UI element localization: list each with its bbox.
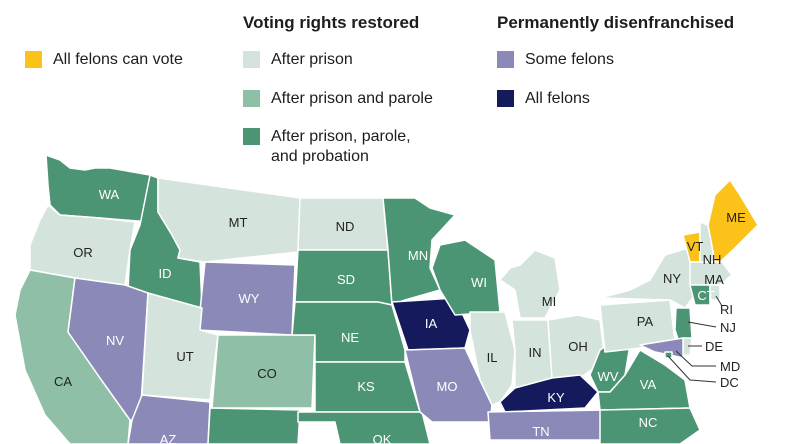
- label-il: IL: [487, 350, 498, 365]
- label-in: IN: [529, 345, 542, 360]
- label-mi: MI: [542, 294, 556, 309]
- label-ok: OK: [373, 432, 392, 444]
- state-labels: WA OR CA ID NV MT WY UT CO AZ ND SD NE K…: [54, 187, 746, 444]
- state-mn[interactable]: [382, 197, 456, 306]
- swatch-after-probation: [243, 128, 260, 145]
- state-mi[interactable]: [499, 249, 561, 319]
- swatch-after-prison: [243, 51, 260, 68]
- label-ks: KS: [357, 379, 375, 394]
- label-wv: WV: [598, 369, 619, 384]
- state-nc[interactable]: [599, 407, 701, 444]
- label-ny: NY: [663, 271, 681, 286]
- label-de: DE: [705, 339, 723, 354]
- legend-label-after-probation: After prison, parole, and probation: [271, 127, 411, 167]
- swatch-after-parole: [243, 90, 260, 107]
- legend-label-after-parole: After prison and parole: [271, 90, 433, 107]
- legend-item-all-vote: All felons can vote: [25, 50, 183, 70]
- label-vt: VT: [687, 239, 704, 254]
- state-az[interactable]: [127, 394, 211, 444]
- label-me: ME: [726, 210, 746, 225]
- state-dc[interactable]: [664, 351, 673, 359]
- label-tn: TN: [532, 424, 549, 439]
- label-nj: NJ: [720, 320, 736, 335]
- label-va: VA: [640, 377, 657, 392]
- leader-lines: [667, 295, 723, 383]
- leader-dc: [667, 355, 717, 383]
- label-ut: UT: [176, 349, 193, 364]
- leader-nj: [687, 321, 717, 328]
- label-oh: OH: [568, 339, 588, 354]
- legend-item-some-felons: Some felons: [497, 50, 614, 70]
- label-nc: NC: [639, 415, 658, 430]
- label-id: ID: [159, 266, 172, 281]
- swatch-all-felons: [497, 90, 514, 107]
- legend-label-all-felons: All felons: [525, 90, 590, 107]
- legend-item-after-probation: After prison, parole, and probation: [243, 127, 411, 167]
- label-wi: WI: [471, 275, 487, 290]
- label-ia: IA: [425, 316, 438, 331]
- label-ct: CT: [697, 288, 714, 303]
- state-co[interactable]: [211, 334, 316, 409]
- legend-label-some-felons: Some felons: [525, 51, 614, 68]
- state-ok[interactable]: [297, 411, 431, 444]
- legend-heading-disenfranchised: Permanently disenfranchised: [497, 13, 735, 32]
- label-mn: MN: [408, 248, 428, 263]
- leader-md: [675, 350, 716, 367]
- label-ky: KY: [547, 390, 565, 405]
- legend-heading-restored: Voting rights restored: [243, 13, 420, 32]
- state-shapes: [14, 154, 759, 444]
- label-sd: SD: [337, 272, 355, 287]
- label-nv: NV: [106, 333, 124, 348]
- legend-item-after-parole: After prison and parole: [243, 89, 433, 109]
- label-dc: DC: [720, 375, 739, 390]
- legend-label-after-probation-line1: After prison, parole,: [271, 128, 411, 145]
- state-ma[interactable]: [689, 261, 733, 286]
- label-wa: WA: [99, 187, 120, 202]
- callout-labels: RI NJ DE MD DC: [705, 302, 740, 390]
- legend-item-all-felons: All felons: [497, 89, 590, 109]
- swatch-all-vote: [25, 51, 42, 68]
- state-ri[interactable]: [709, 284, 721, 301]
- label-nh: NH: [703, 252, 722, 267]
- label-mo: MO: [437, 379, 458, 394]
- label-ma: MA: [704, 272, 724, 287]
- label-ne: NE: [341, 330, 359, 345]
- label-or: OR: [73, 245, 93, 260]
- leader-ri: [715, 295, 723, 307]
- label-nd: ND: [336, 219, 355, 234]
- legend-label-after-probation-line2: and probation: [271, 148, 369, 165]
- state-nm[interactable]: [207, 407, 301, 444]
- swatch-some-felons: [497, 51, 514, 68]
- state-ct[interactable]: [689, 284, 711, 306]
- label-ca: CA: [54, 374, 72, 389]
- label-ri: RI: [720, 302, 733, 317]
- label-md: MD: [720, 359, 740, 374]
- label-mt: MT: [229, 215, 248, 230]
- legend-label-after-prison: After prison: [271, 51, 353, 68]
- label-az: AZ: [160, 432, 177, 444]
- label-co: CO: [257, 366, 277, 381]
- label-wy: WY: [239, 291, 260, 306]
- label-pa: PA: [637, 314, 654, 329]
- legend-label-all-vote: All felons can vote: [53, 51, 183, 68]
- legend-item-after-prison: After prison: [243, 50, 353, 70]
